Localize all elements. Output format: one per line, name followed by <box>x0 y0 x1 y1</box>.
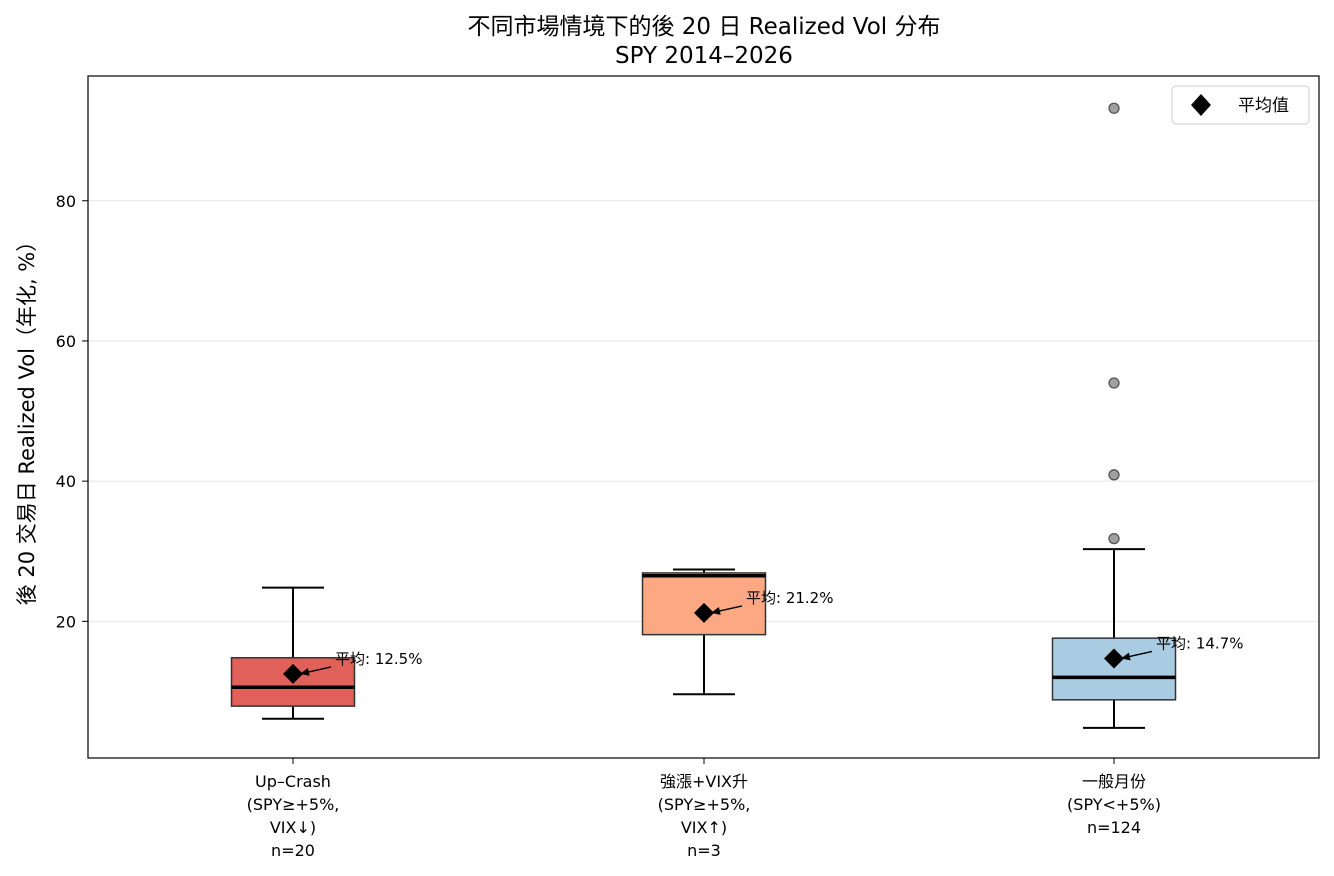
x-tick-label-line: (SPY≥+5%, <box>658 795 751 814</box>
outlier-point <box>1108 532 1120 545</box>
box-group: 平均: 21.2% <box>641 568 833 696</box>
x-tick-label-line: (SPY<+5%) <box>1067 795 1161 814</box>
axes-layer: 20 40 60 80 Up–Crash (SPY≥+5%, VIX↓) n=20 強漲+VIX… <box>56 75 1320 860</box>
mean-marker <box>1104 648 1124 669</box>
mean-arrow-head <box>1121 652 1131 661</box>
y-tick-label: 40 <box>56 472 76 491</box>
y-tick-label: 20 <box>56 612 76 631</box>
mean-marker <box>283 663 303 684</box>
x-tick-label-line: n=20 <box>271 841 315 860</box>
outlier-point <box>1108 469 1120 481</box>
y-axis-label: 後 20 交易日 Realized Vol（年化, %） <box>15 231 39 606</box>
legend-mean-marker <box>1191 94 1211 116</box>
x-tick-label-line: 強漲+VIX升 <box>660 772 748 791</box>
x-tick-label-line: n=3 <box>687 841 721 860</box>
x-tick-label-line: n=124 <box>1087 818 1141 837</box>
box-group: 平均: 14.7% <box>1051 102 1243 729</box>
chart-title: 不同市場情境下的後 20 日 Realized Vol 分布 <box>467 14 940 40</box>
mean-annotation: 平均: 14.7% <box>1156 634 1243 652</box>
outlier-point <box>1108 377 1120 389</box>
boxes-layer: 平均: 12.5% 平均: 21.2% 平均: 14.7% <box>230 102 1243 729</box>
grid-lines <box>88 200 1319 622</box>
x-tick-label-line: VIX↑) <box>681 818 727 837</box>
iqr-box <box>1051 637 1177 701</box>
mean-arrow-head <box>300 668 310 676</box>
y-tick-label: 60 <box>56 332 76 351</box>
y-tick-label: 80 <box>56 192 76 211</box>
outlier-point <box>1108 102 1120 114</box>
mean-annotation: 平均: 21.2% <box>746 589 833 607</box>
legend: 平均值 <box>1171 85 1310 125</box>
box-group: 平均: 12.5% <box>230 586 422 720</box>
mean-arrow-head <box>711 607 721 615</box>
chart-subtitle: SPY 2014–2026 <box>615 43 793 69</box>
x-tick-label-line: Up–Crash <box>255 772 331 791</box>
mean-annotation: 平均: 12.5% <box>335 650 422 668</box>
x-tick-label-line: (SPY≥+5%, <box>247 795 340 814</box>
mean-marker <box>694 602 714 623</box>
x-tick-label-line: VIX↓) <box>270 818 316 837</box>
legend-frame <box>1171 85 1310 125</box>
legend-label: 平均值 <box>1238 96 1289 116</box>
x-tick-label-line: 一般月份 <box>1082 772 1146 791</box>
